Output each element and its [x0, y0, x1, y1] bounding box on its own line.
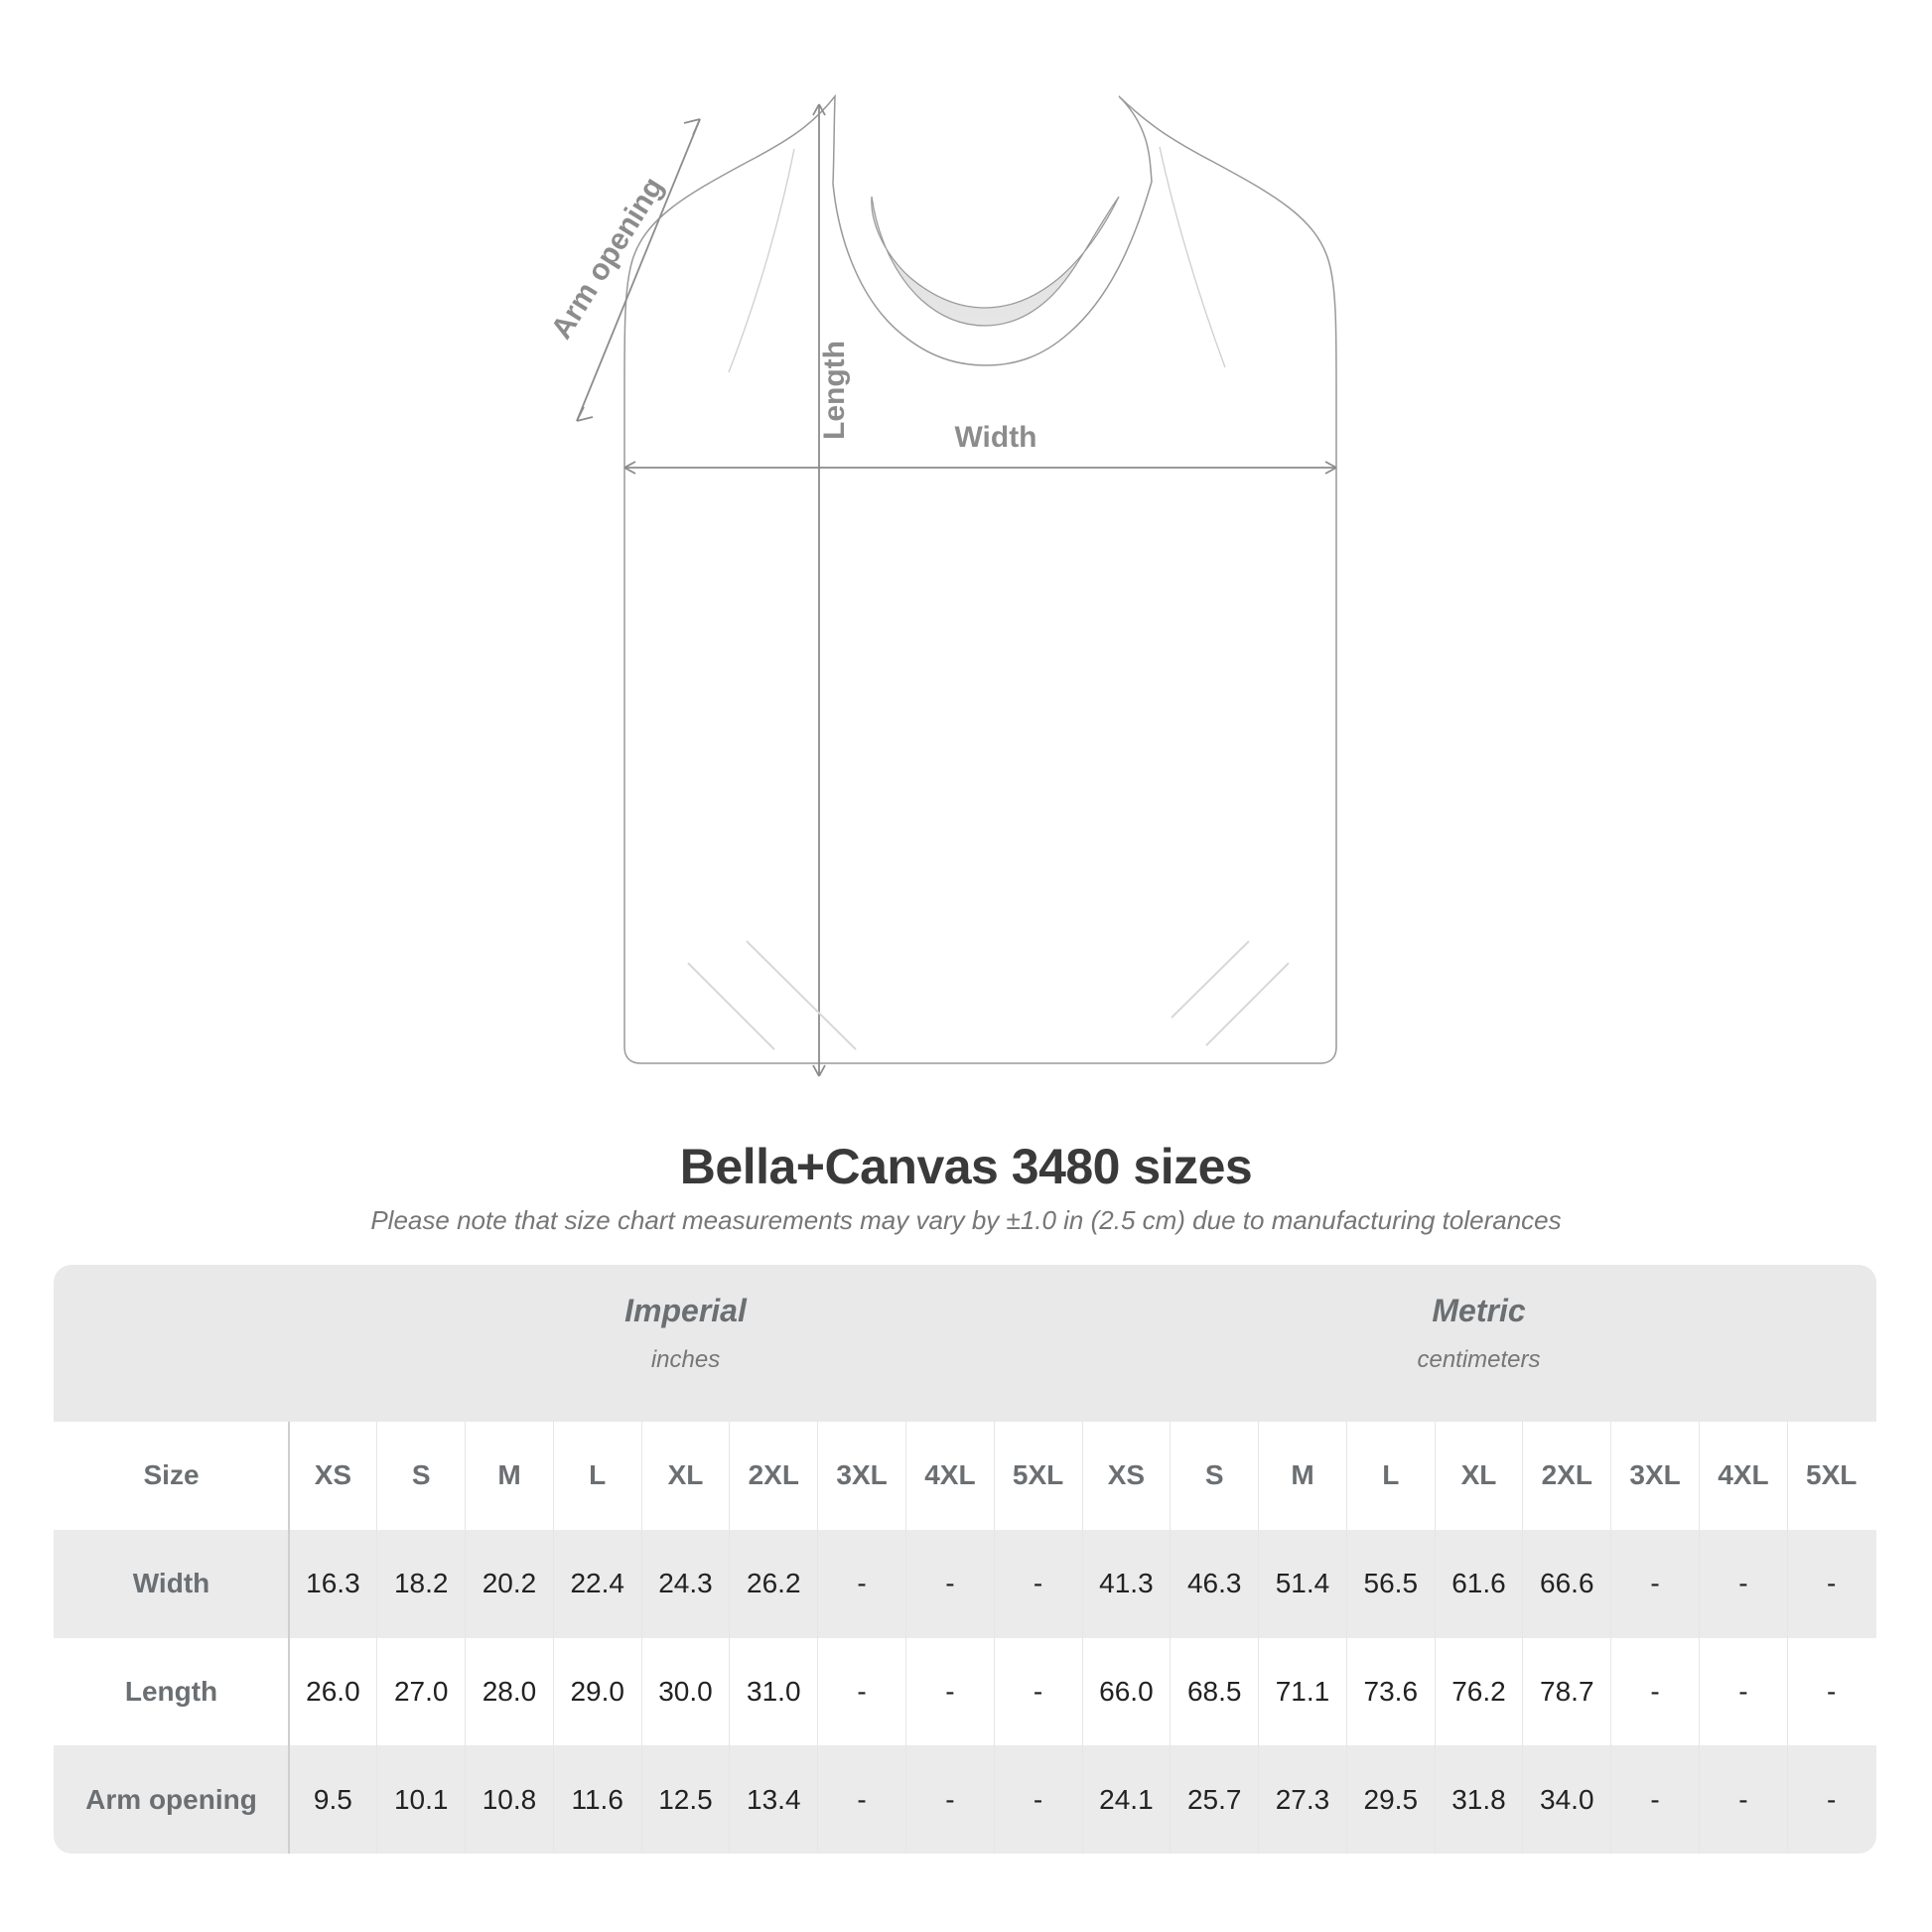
svg-text:Length: Length — [818, 341, 851, 440]
svg-text:Width: Width — [954, 421, 1036, 454]
